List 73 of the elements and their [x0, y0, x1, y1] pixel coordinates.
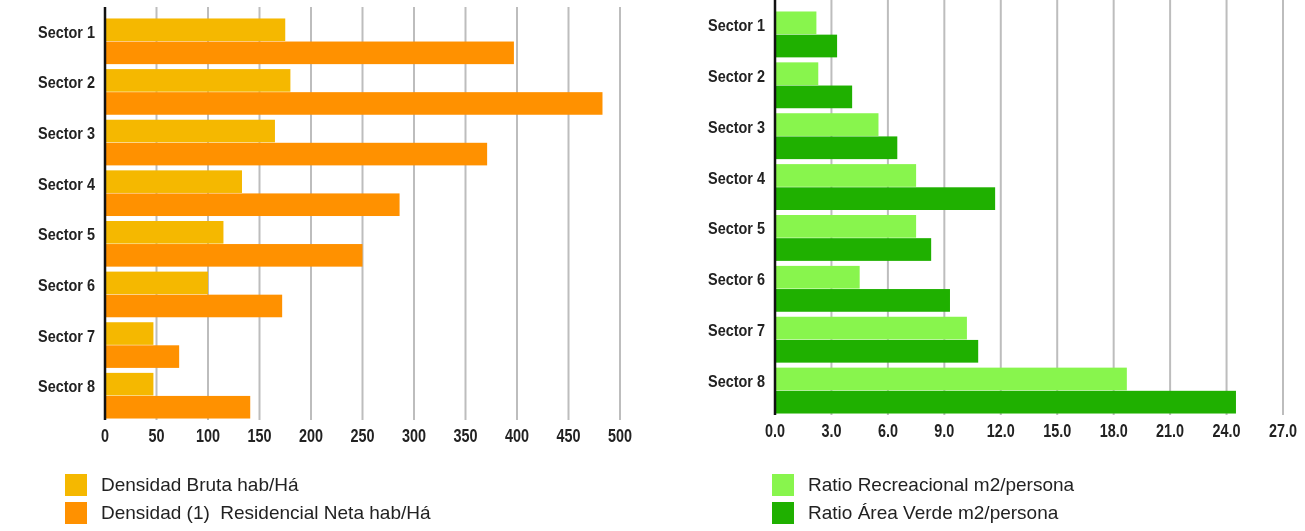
x-tick-label: 250 — [350, 425, 375, 446]
bar — [105, 372, 154, 396]
bar — [105, 18, 286, 42]
y-tick-label: Sector 3 — [708, 117, 766, 136]
x-tick-label: 0.0 — [765, 420, 785, 441]
x-tick-label: 3.0 — [821, 420, 842, 441]
bar — [105, 294, 283, 318]
bar — [775, 289, 950, 312]
bar — [775, 85, 853, 109]
bar — [105, 322, 154, 345]
x-tick-label: 100 — [196, 425, 220, 446]
x-tick-label: 6.0 — [877, 420, 898, 441]
x-tick-label: 12.0 — [986, 420, 1015, 441]
x-tick-label: 50 — [148, 425, 165, 446]
y-tick-label: Sector 5 — [38, 225, 96, 244]
y-tick-label: Sector 1 — [708, 15, 766, 35]
y-tick-label: Sector 4 — [708, 168, 766, 187]
bar — [775, 390, 1236, 414]
y-tick-label: Sector 7 — [38, 326, 96, 345]
x-tick-label: 18.0 — [1099, 420, 1128, 441]
y-tick-label: Sector 2 — [38, 73, 96, 92]
x-tick-label: 200 — [299, 425, 323, 446]
x-tick-label: 0 — [101, 425, 109, 446]
bar — [105, 193, 400, 217]
bar — [775, 367, 1127, 391]
bar — [775, 265, 860, 289]
x-tick-label: 300 — [402, 425, 426, 446]
x-tick-label: 350 — [453, 425, 478, 446]
bar — [775, 62, 819, 86]
y-tick-label: Sector 1 — [38, 22, 96, 42]
bar — [105, 69, 291, 92]
x-tick-label: 450 — [556, 425, 581, 446]
bar — [775, 164, 917, 187]
y-tick-label: Sector 7 — [708, 321, 766, 340]
x-tick-label: 15.0 — [1043, 420, 1072, 441]
x-tick-label: 24.0 — [1212, 420, 1241, 441]
bar — [105, 92, 603, 115]
legend-label: Densidad (1) Residencial Neta hab/Há — [101, 502, 431, 524]
x-tick-label: 400 — [505, 425, 529, 446]
y-tick-label: Sector 6 — [38, 275, 96, 295]
legend-label: Ratio Área Verde m2/persona — [808, 502, 1059, 524]
bar — [105, 142, 488, 166]
bar — [105, 271, 208, 295]
bar — [105, 41, 514, 65]
bar — [105, 220, 224, 244]
legend-label: Densidad Bruta hab/Há — [101, 474, 299, 496]
bar — [775, 339, 979, 363]
x-tick-label: 27.0 — [1269, 420, 1297, 441]
bar — [775, 113, 879, 136]
legend-label: Ratio Recreacional m2/persona — [808, 474, 1075, 496]
y-tick-label: Sector 3 — [38, 123, 96, 143]
y-tick-label: Sector 8 — [708, 371, 766, 391]
x-tick-label: 150 — [247, 425, 272, 446]
bar — [105, 119, 275, 143]
x-tick-label: 21.0 — [1156, 420, 1185, 441]
bar — [775, 215, 917, 238]
bar — [775, 34, 838, 58]
bar — [105, 395, 251, 419]
bar — [105, 345, 180, 368]
bar — [775, 187, 996, 210]
bar — [775, 11, 817, 35]
y-tick-label: Sector 2 — [708, 66, 766, 86]
bar — [105, 170, 242, 193]
bar — [105, 244, 363, 267]
bar — [775, 136, 898, 160]
y-tick-label: Sector 5 — [708, 219, 766, 238]
bar — [775, 316, 967, 340]
x-tick-label: 9.0 — [934, 420, 955, 441]
x-tick-label: 500 — [608, 425, 632, 446]
y-tick-label: Sector 8 — [38, 377, 96, 396]
y-tick-label: Sector 4 — [38, 174, 96, 193]
bar — [775, 238, 932, 261]
y-tick-label: Sector 6 — [708, 270, 766, 289]
